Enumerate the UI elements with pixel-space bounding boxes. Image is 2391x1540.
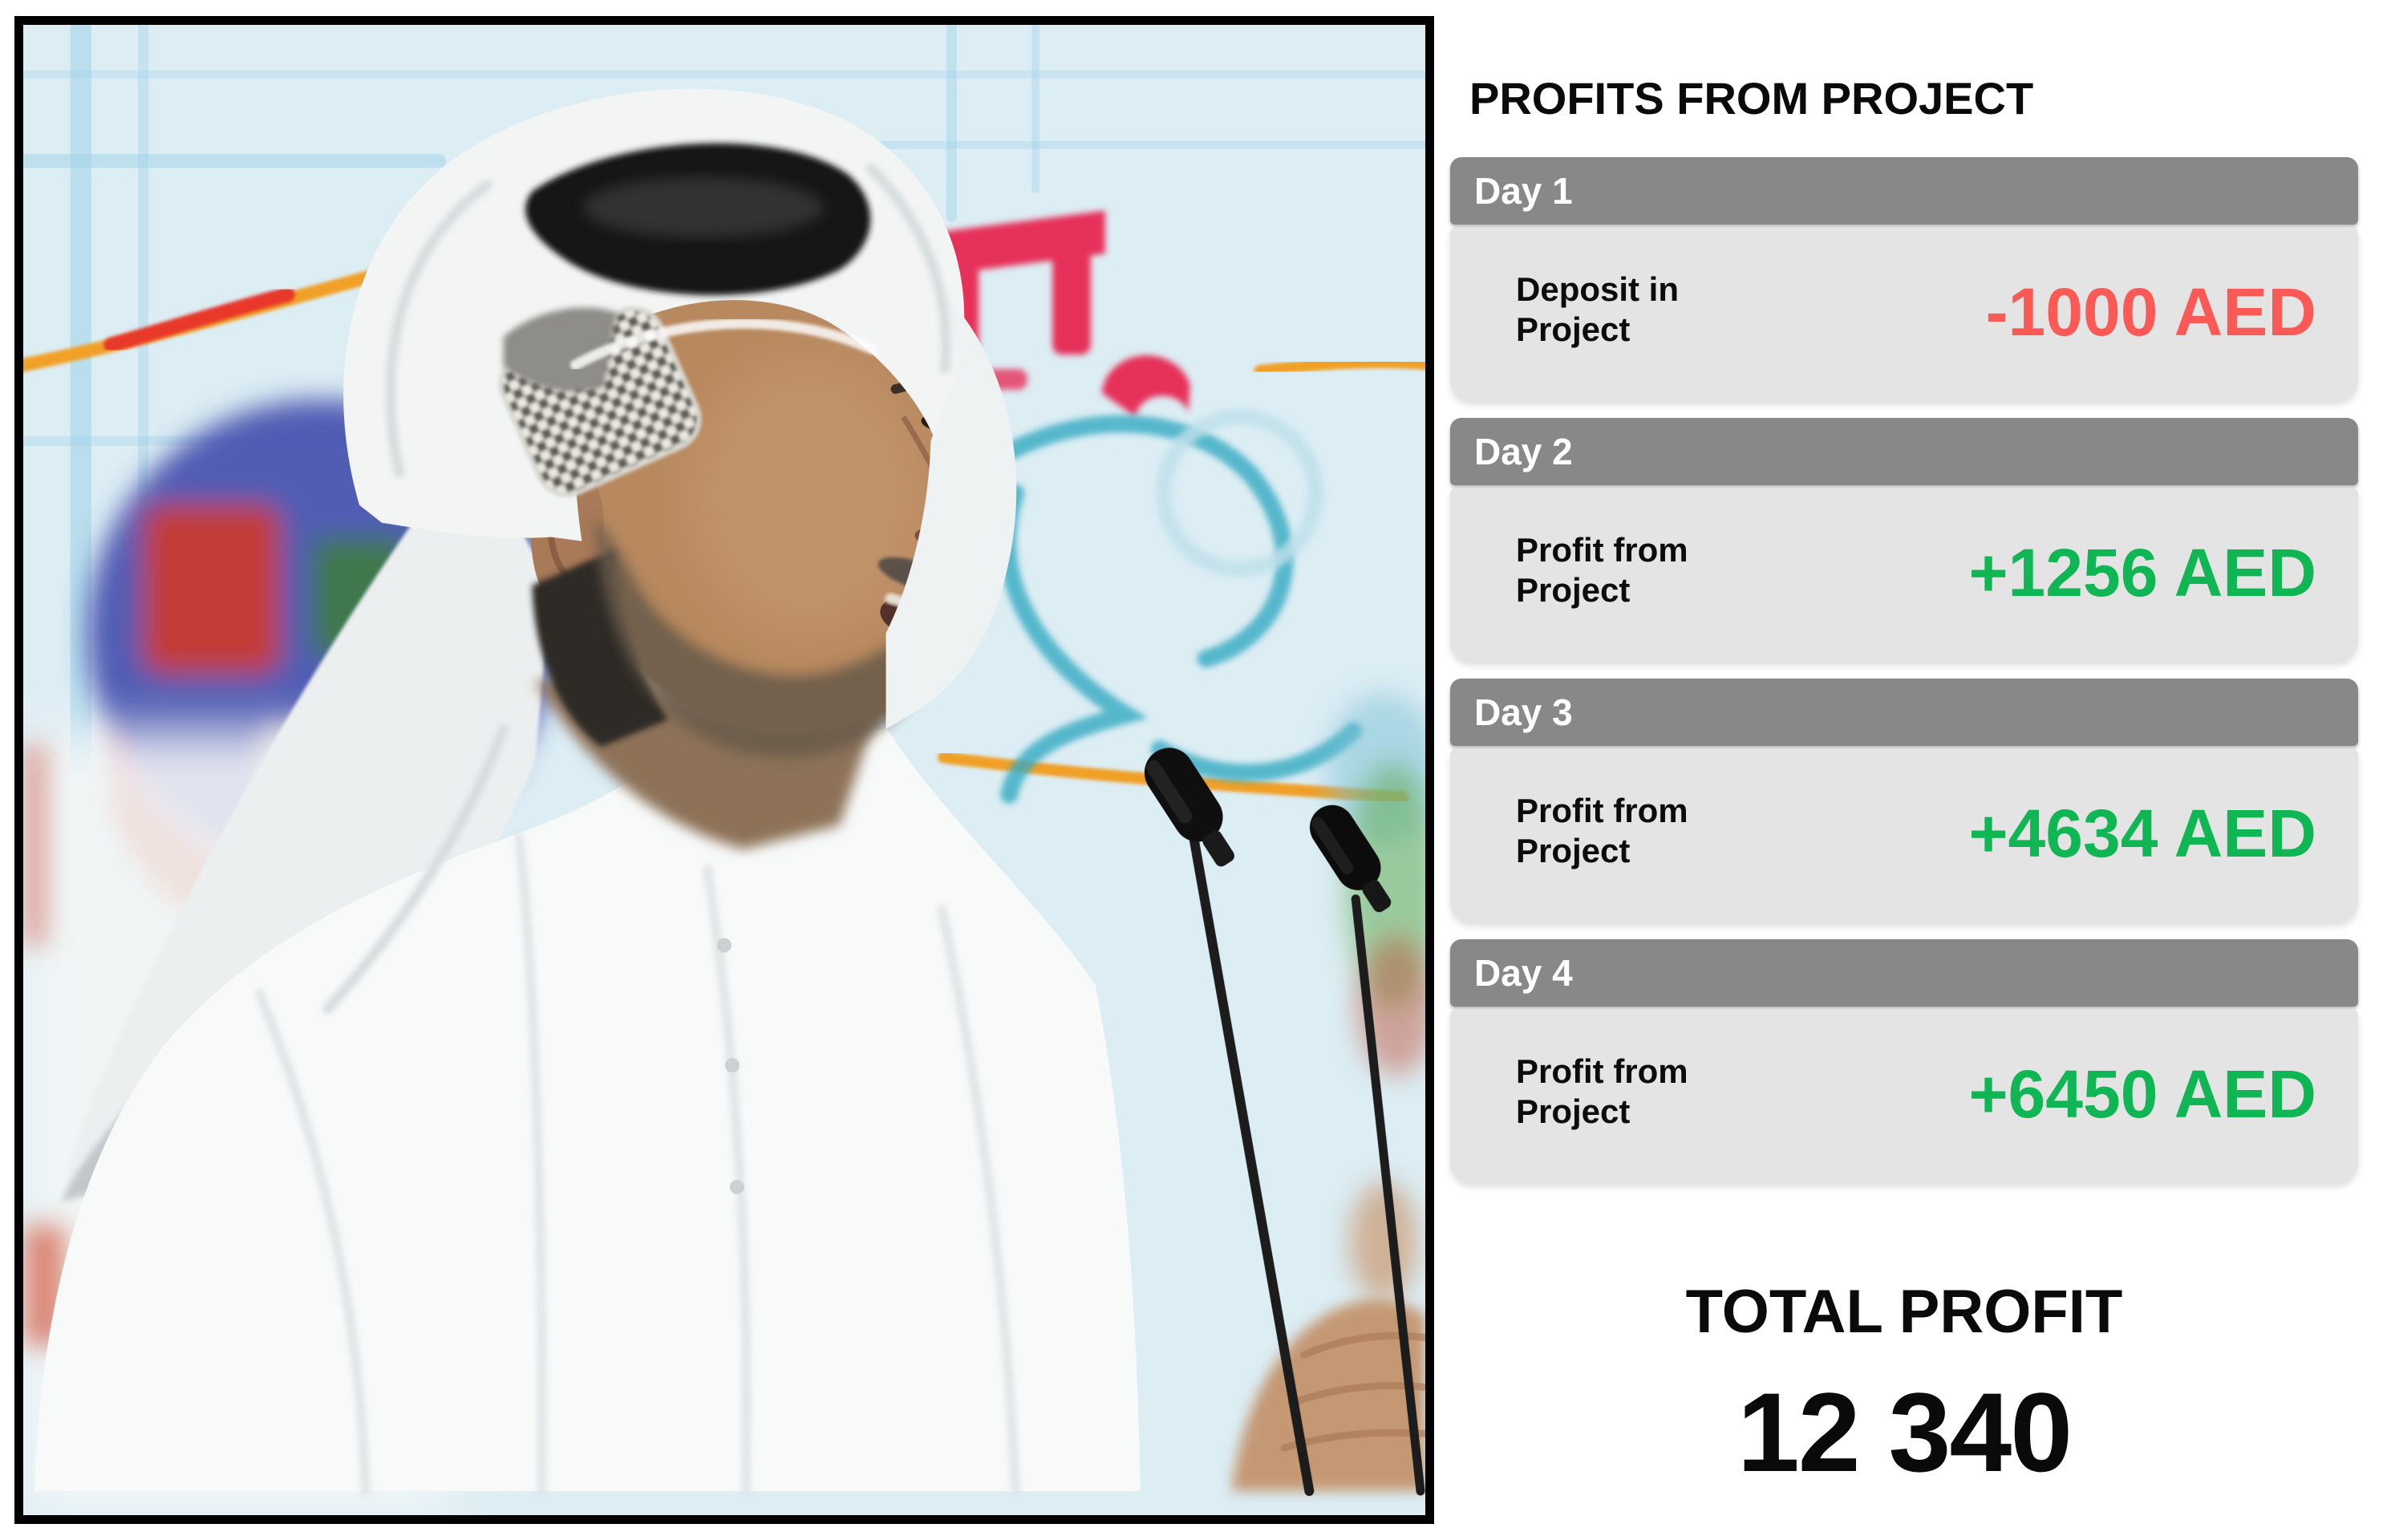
total-profit-value: 12 340 — [1737, 1368, 2073, 1495]
microphones — [1144, 748, 1425, 1497]
day-4-amount: +6450 AED — [1968, 1056, 2317, 1132]
day-2-header: Day 2 — [1450, 418, 2358, 485]
day-1-amount: -1000 AED — [1985, 274, 2316, 350]
day-cards: Day 1 Deposit in Project -1000 AED Day 2… — [1450, 157, 2358, 1183]
day-1-item-line1: Deposit in — [1516, 270, 1680, 308]
day-4-item-line2: Project — [1516, 1092, 1631, 1130]
panel-title: PROFITS FROM PROJECT — [1469, 73, 2034, 124]
day-4-header: Day 4 — [1450, 939, 2358, 1007]
day-4-body: Profit from Project +6450 AED — [1450, 1010, 2358, 1183]
day-1-body: Deposit in Project -1000 AED — [1450, 228, 2358, 401]
day-2-item-line2: Project — [1516, 571, 1631, 609]
day-1-label: Day 1 — [1474, 170, 1573, 212]
day-2-label: Day 2 — [1474, 431, 1573, 472]
day-card-3: Day 3 Profit from Project +4634 AED — [1450, 679, 2358, 922]
day-2-amount: +1256 AED — [1968, 534, 2317, 610]
day-2-body: Profit from Project +1256 AED — [1450, 488, 2358, 662]
day-3-label: Day 3 — [1474, 691, 1573, 733]
day-card-1: Day 1 Deposit in Project -1000 AED — [1450, 157, 2358, 401]
day-3-header: Day 3 — [1450, 679, 2358, 746]
day-card-4: Day 4 Profit from Project +6450 AED — [1450, 939, 2358, 1183]
day-3-amount: +4634 AED — [1968, 795, 2317, 871]
day-card-2: Day 2 Profit from Project +1256 AED — [1450, 418, 2358, 662]
total-profit-label: TOTAL PROFIT — [1685, 1278, 2123, 1346]
total-profit-block: TOTAL PROFIT 12 340 — [1450, 1280, 2358, 1489]
day-3-item-label: Profit from Project — [1516, 791, 1688, 872]
day-3-body: Profit from Project +4634 AED — [1450, 749, 2358, 922]
day-4-label: Day 4 — [1474, 952, 1573, 994]
profits-panel: PROFITS FROM PROJECT Day 1 Deposit in Pr… — [1450, 0, 2391, 1540]
day-3-item-line2: Project — [1516, 832, 1631, 869]
day-2-item-line1: Profit from — [1516, 530, 1688, 569]
day-4-item-line1: Profit from — [1516, 1052, 1688, 1090]
day-3-item-line1: Profit from — [1516, 791, 1688, 829]
day-1-item-label: Deposit in Project — [1516, 270, 1679, 351]
day-4-item-label: Profit from Project — [1516, 1052, 1688, 1133]
day-1-header: Day 1 — [1450, 157, 2358, 225]
speaker-photo — [23, 25, 1425, 1515]
day-1-item-line2: Project — [1516, 310, 1631, 348]
day-2-item-label: Profit from Project — [1516, 530, 1688, 611]
speaker-figure — [34, 88, 1141, 1496]
speaker-photo-frame — [14, 16, 1434, 1524]
